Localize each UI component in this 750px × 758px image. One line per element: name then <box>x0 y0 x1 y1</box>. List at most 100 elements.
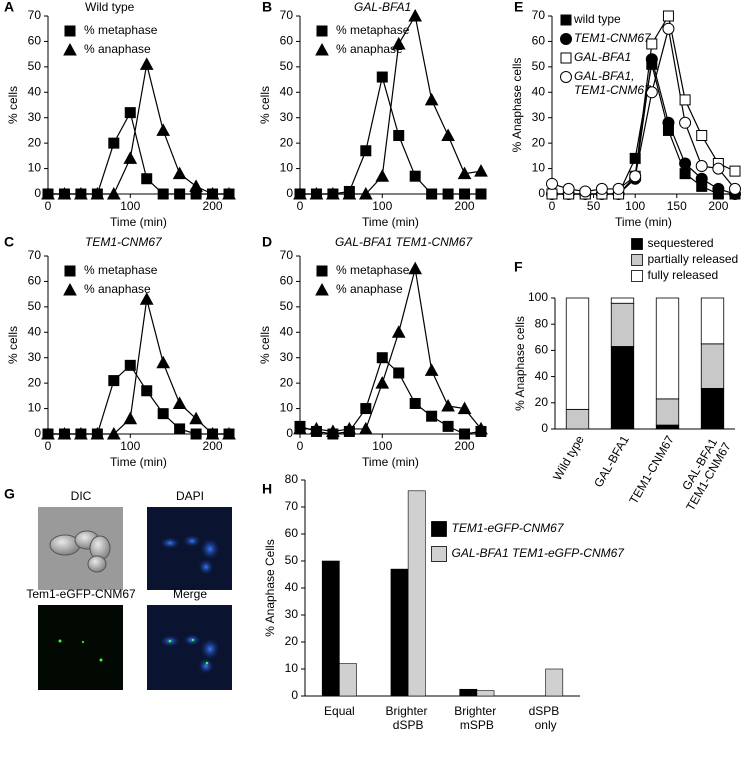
y-axis-label: % cells <box>6 86 20 124</box>
marker <box>662 22 675 35</box>
panel-letter: F <box>514 259 523 275</box>
marker <box>174 423 186 435</box>
y-tick-label: 0 <box>541 421 548 435</box>
legend-label: wild type <box>573 12 621 26</box>
bar <box>390 568 409 697</box>
legend-marker <box>315 42 329 56</box>
panel-letter: C <box>4 234 14 250</box>
y-tick-label: 30 <box>280 350 294 364</box>
marker <box>358 186 373 200</box>
y-tick-label: 10 <box>280 401 294 415</box>
marker <box>74 426 88 440</box>
y-tick-label: 60 <box>28 34 42 48</box>
marker <box>408 8 423 22</box>
y-tick-label: 20 <box>280 135 294 149</box>
bar-segment <box>610 302 635 347</box>
y-tick-label: 60 <box>532 34 546 48</box>
panel-letter: B <box>262 0 272 15</box>
marker <box>106 426 121 440</box>
bar-segment <box>610 297 635 304</box>
marker <box>629 170 642 183</box>
bar <box>407 490 426 697</box>
marker <box>57 426 72 440</box>
y-tick-label: 50 <box>280 59 294 73</box>
marker <box>441 128 455 142</box>
marker <box>309 421 324 435</box>
y-tick-label: 60 <box>535 343 549 357</box>
marker <box>156 355 171 369</box>
marker <box>139 292 154 305</box>
bar-segment <box>655 398 680 426</box>
micrographs: G DIC DAPI Tem1-eGFP-CNM67 Merge <box>4 486 232 690</box>
bar <box>459 688 478 697</box>
y-tick-label: 70 <box>532 8 546 22</box>
y-tick-label: 0 <box>291 688 298 702</box>
marker <box>90 186 105 200</box>
x-tick-label: Wild type <box>550 433 587 483</box>
legend-label: % anaphase <box>336 282 403 296</box>
y-tick-label: 70 <box>28 8 42 22</box>
x-axis-label: Time (min) <box>362 455 419 469</box>
x-tick-label: 200 <box>203 199 223 213</box>
marker <box>393 367 405 379</box>
y-axis-label: % cells <box>258 326 272 364</box>
x-tick-label: Brighter mSPB <box>454 704 499 732</box>
y-tick-label: 50 <box>28 59 42 73</box>
bar-segment <box>655 424 680 430</box>
legend-label: sequestered <box>648 236 714 250</box>
marker <box>645 53 658 66</box>
chart-title: Wild type <box>85 0 135 14</box>
x-tick-label: dSPB only <box>529 704 563 732</box>
series-line <box>48 110 229 195</box>
x-axis-label: Time (min) <box>110 215 167 229</box>
y-tick-label: 20 <box>285 634 299 648</box>
marker <box>679 157 692 170</box>
legend-label: % anaphase <box>84 42 151 56</box>
marker <box>612 182 625 195</box>
y-tick-label: 10 <box>28 401 42 415</box>
marker <box>157 188 169 200</box>
bar <box>545 668 564 697</box>
bar-segment <box>700 297 725 345</box>
x-tick-label: 0 <box>45 199 52 213</box>
marker <box>595 182 608 195</box>
legend-label: GAL-BFA1 TEM1-eGFP-CNM67 <box>452 546 626 560</box>
y-tick-label: 30 <box>28 350 42 364</box>
y-tick-label: 40 <box>28 324 42 338</box>
marker <box>391 36 406 50</box>
marker <box>391 325 406 338</box>
legend-marker <box>64 265 76 277</box>
y-tick-label: 10 <box>532 161 546 175</box>
marker <box>712 182 725 195</box>
marker <box>141 173 153 185</box>
y-tick-label: 10 <box>280 161 294 175</box>
y-tick-label: 80 <box>535 316 549 330</box>
marker <box>474 421 488 435</box>
y-tick-label: 0 <box>286 186 293 200</box>
legend-marker <box>63 42 77 56</box>
x-tick-label: 100 <box>120 439 140 453</box>
legend-marker <box>316 25 328 37</box>
marker <box>41 426 55 440</box>
y-tick-label: 30 <box>280 110 294 124</box>
marker <box>189 411 203 425</box>
x-tick-label: TEM1-CNM67 <box>626 433 677 507</box>
marker <box>342 421 357 435</box>
x-tick-label: 100 <box>120 199 140 213</box>
y-tick-label: 40 <box>532 84 546 98</box>
legend-swatch <box>631 254 643 266</box>
legend-marker <box>63 282 77 296</box>
marker <box>205 426 220 440</box>
marker <box>124 359 136 371</box>
marker <box>376 352 388 364</box>
x-tick-label: GAL-BFA1 TEM1-CNM67 <box>671 433 734 514</box>
bar <box>339 663 357 697</box>
legend-label: % metaphase <box>336 23 410 37</box>
x-tick-label: 0 <box>45 439 52 453</box>
y-axis-label: % Anaphase cells <box>513 316 527 411</box>
bar-segment <box>565 297 590 410</box>
legend-label: TEM1-CNM67 <box>574 31 652 45</box>
x-axis-label: Time (min) <box>362 215 419 229</box>
x-tick-label: 100 <box>372 199 392 213</box>
